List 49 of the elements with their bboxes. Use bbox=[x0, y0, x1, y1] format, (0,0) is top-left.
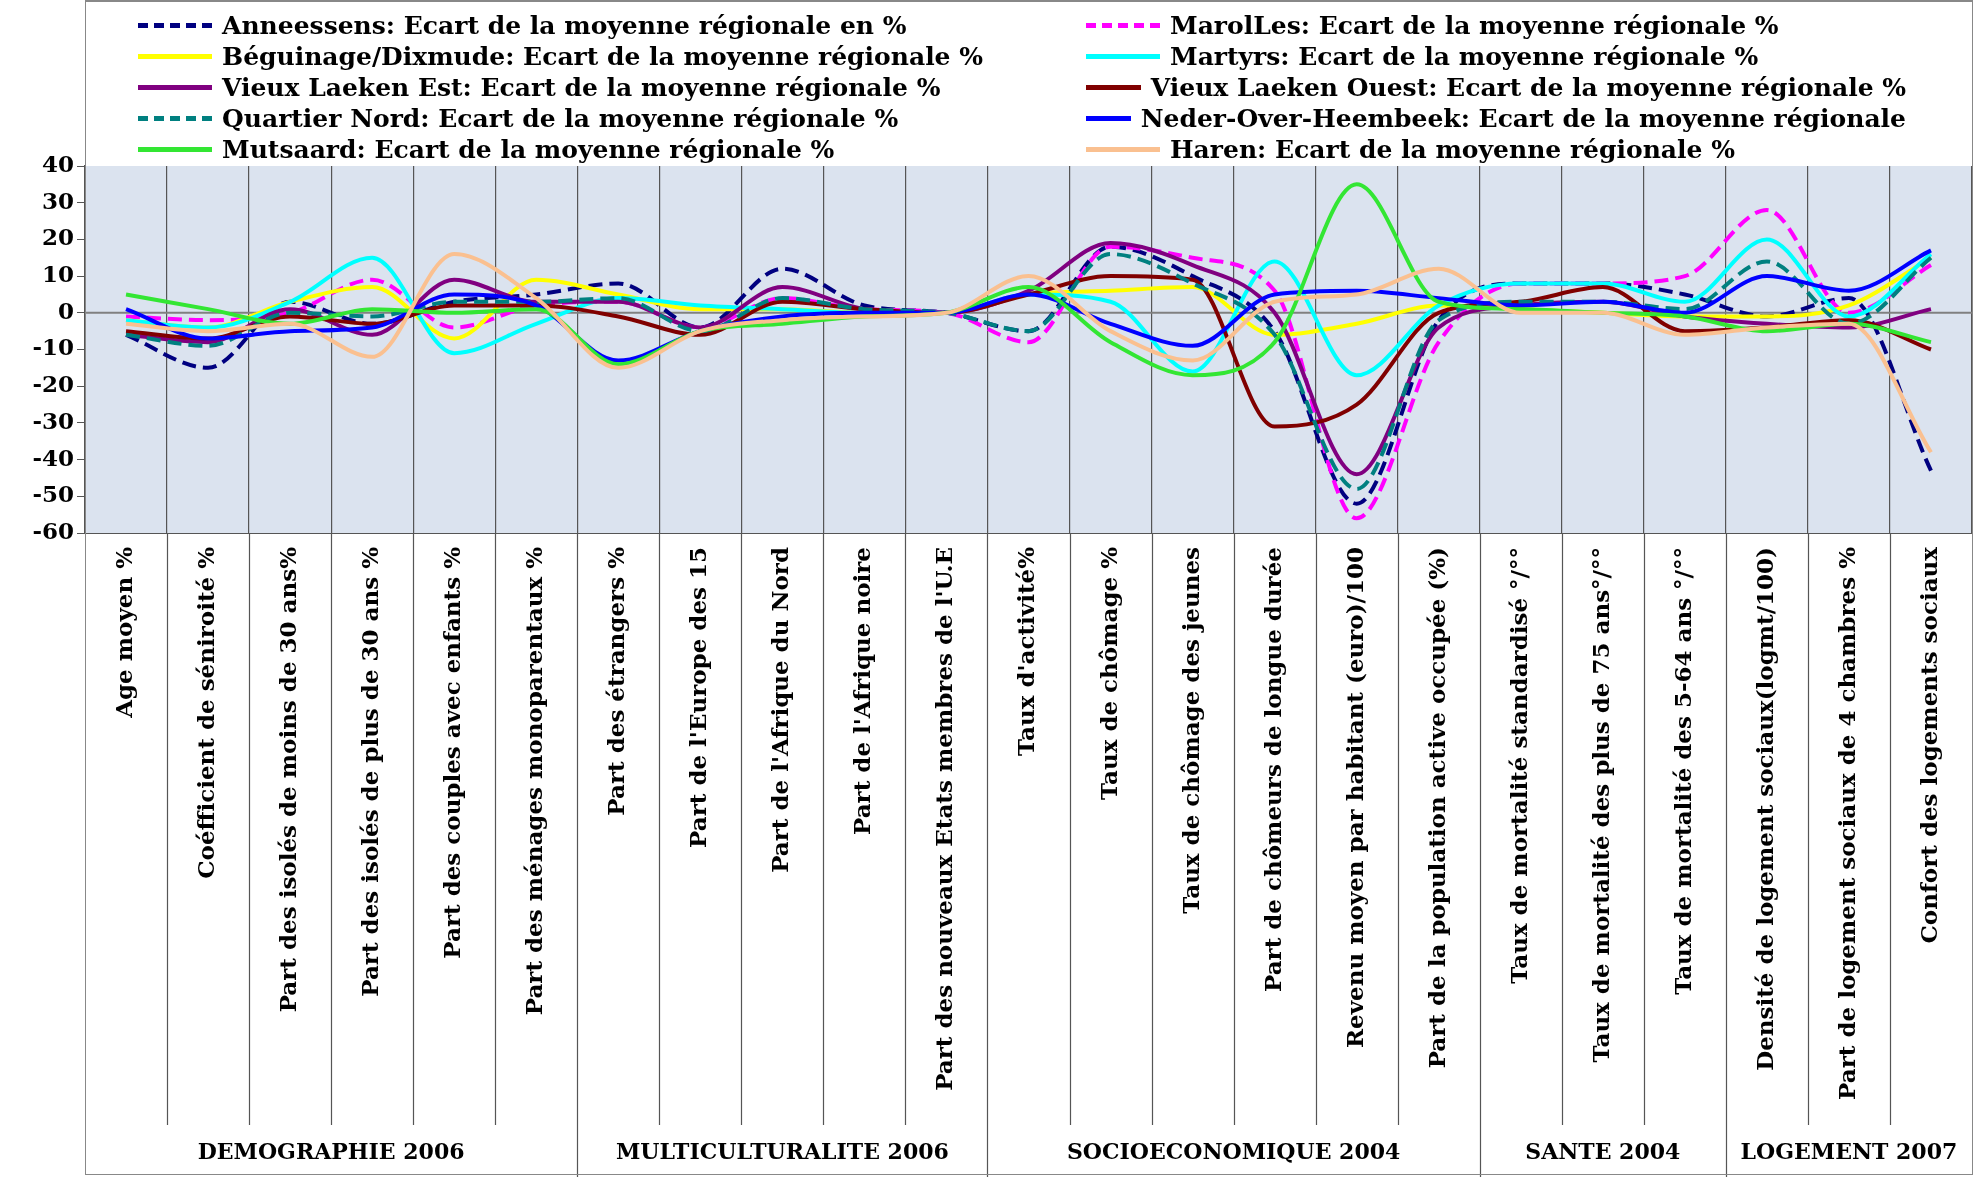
x-tick-label: Part des isolés de moins de 30 ans% bbox=[274, 546, 302, 1013]
x-tick-label: Taux de mortalité des plus de 75 ans°/°° bbox=[1586, 547, 1614, 1063]
y-tick-label: 0 bbox=[57, 296, 74, 324]
x-tick-label: Confort des logements sociaux bbox=[1914, 546, 1942, 944]
y-tick-label: -40 bbox=[32, 443, 74, 471]
x-tick-label: Part des isolés de plus de 30 ans % bbox=[356, 546, 384, 997]
x-tick-label: Part de la population active occupée (%) bbox=[1422, 547, 1450, 1069]
x-tick-label: Part de l'Afrique noire bbox=[848, 547, 876, 836]
x-tick-label: Densité de logement sociaux(logmt/100) bbox=[1750, 547, 1778, 1071]
y-tick-label: -30 bbox=[32, 406, 74, 434]
text: DEMOGRAPHIE 2006 bbox=[197, 1137, 465, 1164]
x-tick-label: Taux de chômage des jeunes bbox=[1176, 547, 1204, 914]
text: SANTE 2004 bbox=[1525, 1137, 1681, 1164]
x-tick-label: Taux d'activité% bbox=[1012, 546, 1040, 756]
legend-label: Haren: Ecart de la moyenne régionale % bbox=[1170, 134, 1735, 165]
legend-label: Quartier Nord: Ecart de la moyenne régionale % bbox=[222, 103, 899, 134]
text: LOGEMENT 2007 bbox=[1740, 1137, 1958, 1164]
x-tick-label: Part de l'Afrique du Nord bbox=[766, 547, 794, 873]
y-tick-label: 20 bbox=[41, 223, 74, 251]
legend-label: MarolLes: Ecart de la moyenne régionale % bbox=[1170, 10, 1779, 41]
x-tick-label: Taux de chômage % bbox=[1094, 546, 1122, 800]
text: SOCIOECONOMIQUE 2004 bbox=[1066, 1137, 1401, 1164]
y-tick-label: 30 bbox=[41, 186, 74, 214]
x-tick-label: Taux de mortalité standardisé °/°° bbox=[1504, 547, 1532, 984]
legend-label: Martyrs: Ecart de la moyenne régionale % bbox=[1170, 41, 1759, 72]
y-tick-label: -50 bbox=[32, 480, 74, 508]
legend-label: Anneessens: Ecart de la moyenne régionale en % bbox=[222, 10, 907, 41]
legend-label: Mutsaard: Ecart de la moyenne régionale % bbox=[222, 134, 835, 165]
x-tick-label: Part des ménages monoparentaux % bbox=[520, 546, 548, 1016]
y-tick-label: -10 bbox=[32, 333, 74, 361]
x-tick-label: Part des étrangers % bbox=[602, 546, 630, 816]
x-tick-label: Part des couples avec enfants % bbox=[438, 546, 466, 959]
x-tick-label: Part de l'Europe des 15 bbox=[684, 547, 712, 848]
x-tick-label: Part de logement sociaux de 4 chambres % bbox=[1832, 546, 1860, 1100]
y-tick-label: 10 bbox=[41, 260, 74, 288]
y-tick-label: 40 bbox=[41, 149, 74, 177]
y-tick-label: -60 bbox=[32, 516, 74, 544]
text: MULTICULTURALITE 2006 bbox=[615, 1137, 949, 1164]
x-tick-label: Revenu moyen par habitant (euro)/100 bbox=[1340, 547, 1368, 1049]
legend-label: Neder-Over-Heembeek: Ecart de la moyenne régionale bbox=[1140, 103, 1906, 134]
x-tick-label: Part des nouveaux Etats membres de l'U.E bbox=[930, 547, 958, 1091]
legend-label: Vieux Laeken Est: Ecart de la moyenne régionale % bbox=[222, 72, 941, 103]
legend-label: Béguinage/Dixmude: Ecart de la moyenne régionale % bbox=[222, 41, 983, 72]
legend-label: Vieux Laeken Ouest: Ecart de la moyenne régionale % bbox=[1150, 72, 1906, 103]
x-tick-label: Age moyen % bbox=[109, 546, 137, 719]
x-tick-label: Part de chômeurs de longue durée bbox=[1258, 547, 1286, 993]
y-tick-label: -20 bbox=[32, 370, 74, 398]
x-tick-label: Coéfficient de séniroité % bbox=[192, 546, 220, 879]
x-tick-label: Taux de mortalité des 5-64 ans °/°° bbox=[1668, 547, 1696, 995]
